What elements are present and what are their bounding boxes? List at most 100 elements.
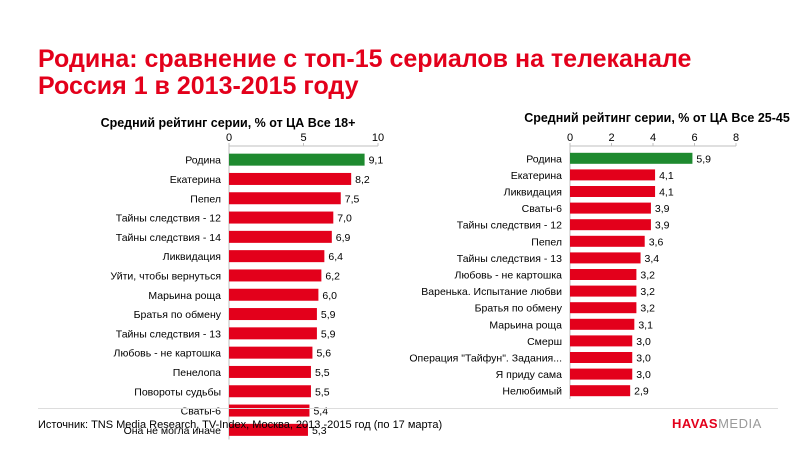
chart-1-tick-label: 10 xyxy=(372,132,384,144)
chart-2-bar xyxy=(570,368,633,380)
chart-2-bar xyxy=(570,302,637,314)
chart-1-bar xyxy=(229,385,311,398)
chart-1-data-label: 6,9 xyxy=(336,232,351,244)
chart-2-bar xyxy=(570,269,637,280)
chart-1-bar xyxy=(229,308,317,321)
chart-1-data-label: 7,0 xyxy=(337,213,352,225)
chart-1-data-label: 6,0 xyxy=(322,290,337,302)
chart-1-bar xyxy=(229,250,325,263)
chart-1-data-label: 9,1 xyxy=(369,155,384,167)
chart-2-category-label: Любовь - не картошка xyxy=(455,270,563,282)
chart-2-data-label: 3,1 xyxy=(638,319,653,331)
chart-2-data-label: 3,0 xyxy=(636,336,651,348)
chart-2-data-label: 3,2 xyxy=(640,286,655,298)
chart-2-category-label: Родина xyxy=(526,153,562,165)
chart-2-category-label: Ликвидация xyxy=(504,187,562,199)
chart-1-category-label: Ликвидация xyxy=(163,251,221,263)
footer-divider xyxy=(38,408,778,409)
chart-2-data-label: 3,2 xyxy=(640,270,655,282)
chart-1-data-label: 5,6 xyxy=(316,348,331,360)
chart-1-tick-label: 5 xyxy=(300,132,306,144)
chart-2-data-label: 3,4 xyxy=(645,253,660,265)
chart-2-category-label: Сваты-6 xyxy=(522,203,563,215)
chart-2-data-label: 5,9 xyxy=(696,153,711,165)
chart-2-category-label: Смерш xyxy=(527,336,562,348)
chart-2-category-label: Я приду сама xyxy=(496,369,562,381)
chart-2-bar xyxy=(570,285,637,297)
chart-1-bar xyxy=(229,192,341,205)
chart-1-category-label: Тайны следствия - 13 xyxy=(116,328,221,340)
chart-2-data-label: 3,2 xyxy=(640,303,655,315)
chart-2-tick-label: 8 xyxy=(733,132,739,144)
logo-media: MEDIA xyxy=(718,416,762,431)
chart-2-bar xyxy=(570,335,633,347)
chart-2-bar xyxy=(570,385,631,397)
chart-1-bar xyxy=(229,404,310,417)
chart-2-tick-label: 0 xyxy=(567,132,573,144)
chart-2-bar xyxy=(570,202,651,214)
chart-2-data-label: 2,9 xyxy=(634,386,649,398)
chart-1-bar xyxy=(229,327,317,340)
chart-1-data-label: 5,9 xyxy=(321,328,336,340)
chart-2-category-label: Тайны следствия - 12 xyxy=(457,220,562,232)
chart-2-data-label: 3,0 xyxy=(636,353,651,365)
chart-2-category-label: Екатерина xyxy=(511,170,562,182)
chart-2-bar xyxy=(570,152,693,164)
chart-1-category-label: Братья по обмену xyxy=(134,309,222,321)
chart-2-data-label: 3,9 xyxy=(655,220,670,232)
chart-1-bar xyxy=(229,365,311,378)
chart-2-data-label: 3,9 xyxy=(655,203,670,215)
chart-1-tick-label: 0 xyxy=(226,132,232,144)
chart-2-category-label: Тайны следствия - 13 xyxy=(457,253,562,265)
chart-1-category-label: Уйти, чтобы вернуться xyxy=(110,270,221,282)
chart-2-data-label: 4,1 xyxy=(659,170,674,182)
chart-1-bar xyxy=(229,230,332,243)
chart-2-category-label: Братья по обмену xyxy=(475,303,563,315)
chart-1-bar xyxy=(229,211,334,224)
chart-2-bar xyxy=(570,219,651,231)
chart-2-bar xyxy=(570,352,633,363)
chart-1-bar xyxy=(229,346,313,359)
chart-2-category-label: Пепел xyxy=(531,236,562,248)
chart-1-category-label: Екатерина xyxy=(170,174,221,186)
chart-2-category-label: Операция "Тайфун". Задания... xyxy=(409,353,562,365)
chart-1-category-label: Она не могла иначе xyxy=(124,425,222,437)
chart-2-bar xyxy=(570,235,645,247)
chart-1-data-label: 5,5 xyxy=(315,386,330,398)
chart-1-data-label: 6,2 xyxy=(325,270,340,282)
chart-2-category-label: Нелюбимый xyxy=(502,386,562,398)
chart-1-title: Средний рейтинг серии, % от ЦА Все 18+ xyxy=(101,116,356,130)
chart-2-data-label: 3,6 xyxy=(649,236,664,248)
chart-1-category-label: Марьина роща xyxy=(148,290,221,302)
chart-1-data-label: 5,9 xyxy=(321,309,336,321)
chart-1-bar xyxy=(229,269,322,282)
source-note: Источник: TNS Media Research, TV-Index, … xyxy=(38,419,443,431)
chart-2-bar xyxy=(570,169,656,181)
chart-2-category-label: Варенька. Испытание любви xyxy=(421,286,562,298)
logo-havas: HAVAS xyxy=(672,416,719,431)
chart-1-bar xyxy=(229,153,365,166)
havas-media-logo: HAVASMEDIA xyxy=(672,416,762,431)
chart-2-bar xyxy=(570,252,641,264)
chart-1-data-label: 6,4 xyxy=(328,251,343,263)
chart-2-title: Средний рейтинг серии, % от ЦА Все 25-45 xyxy=(524,111,790,125)
chart-2-tick-label: 2 xyxy=(608,132,614,144)
chart-2-data-label: 4,1 xyxy=(659,187,674,199)
chart-1-category-label: Тайны следствия - 12 xyxy=(116,213,221,225)
chart-1-category-label: Родина xyxy=(185,155,221,167)
chart-1-data-label: 8,2 xyxy=(355,174,370,186)
chart-2-data-label: 3,0 xyxy=(636,369,651,381)
chart-1-category-label: Пепел xyxy=(190,193,221,205)
chart-1-data-label: 5,5 xyxy=(315,367,330,379)
chart-1-data-label: 7,5 xyxy=(345,193,360,205)
chart-1-data-label: 5,3 xyxy=(312,425,327,437)
chart-1-category-label: Тайны следствия - 14 xyxy=(116,232,221,244)
chart-2-tick-label: 6 xyxy=(691,132,697,144)
slide-title: Родина: сравнение с топ-15 сериалов на т… xyxy=(38,45,692,100)
chart-2-bar xyxy=(570,318,635,330)
chart-2-tick-label: 4 xyxy=(650,132,656,144)
chart-2-category-label: Марьина роща xyxy=(489,319,562,331)
chart-1-bar xyxy=(229,423,308,436)
chart-2-bar xyxy=(570,186,656,197)
